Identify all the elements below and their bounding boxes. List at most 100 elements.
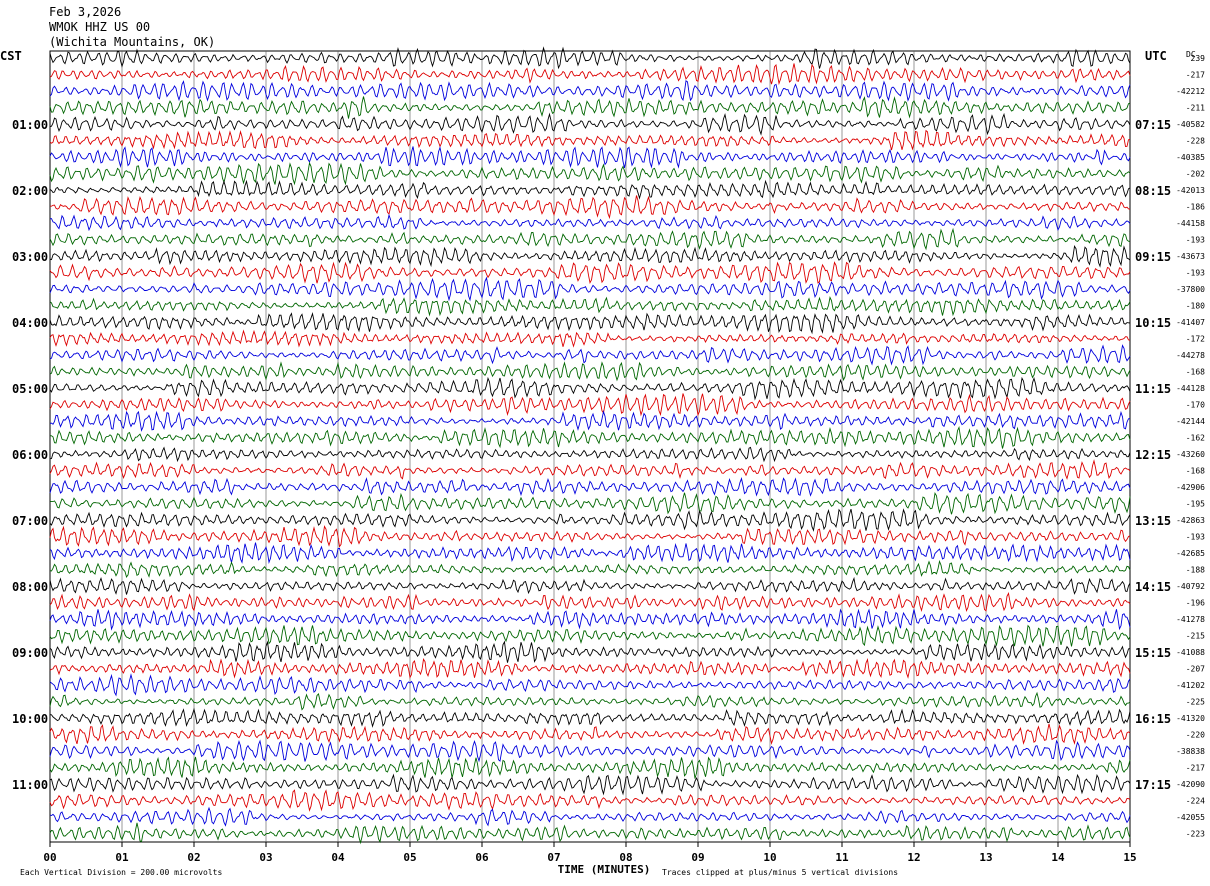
right-time-label: 10:15 — [1135, 316, 1171, 330]
dc-offset-label: -188 — [1186, 566, 1205, 575]
dc-offset-label: -217 — [1186, 764, 1205, 773]
trace-line — [49, 145, 1131, 169]
trace-line — [49, 227, 1131, 251]
dc-offset-label: -224 — [1186, 797, 1205, 806]
dc-offset-label: -172 — [1186, 335, 1205, 344]
dc-offset-label: -207 — [1186, 665, 1205, 674]
left-time-label: 11:00 — [12, 778, 48, 792]
left-time-label: 05:00 — [12, 382, 48, 396]
dc-offset-label: -42013 — [1176, 186, 1205, 195]
right-time-label: 13:15 — [1135, 514, 1171, 528]
trace-line — [49, 296, 1131, 317]
dc-offset-label: -202 — [1186, 170, 1205, 179]
trace-line — [49, 344, 1131, 366]
minute-gridlines — [121, 51, 1059, 842]
trace-line — [49, 691, 1131, 711]
dc-offset-label: -41407 — [1176, 318, 1205, 327]
right-time-label: 17:15 — [1135, 778, 1171, 792]
x-tick-label: 14 — [1051, 851, 1065, 864]
dc-offset-label: -44128 — [1176, 384, 1205, 393]
trace-line — [49, 96, 1131, 119]
header-date: Feb 3,2026 — [49, 5, 121, 19]
left-time-labels: 01:00 02:00 03:00 04:00 05:00 06:00 07:00 08:00… — [12, 118, 48, 792]
dc-offset-label: -170 — [1186, 401, 1205, 410]
right-zone-label: UTC — [1145, 49, 1167, 63]
trace-line — [49, 592, 1131, 613]
trace-line — [49, 673, 1131, 697]
dc-offset-label: -43260 — [1176, 450, 1205, 459]
trace-line — [49, 245, 1131, 268]
left-zone-label: CST — [0, 49, 22, 63]
trace-line — [49, 756, 1131, 779]
dc-offset-label: -168 — [1186, 368, 1205, 377]
dc-offset-label: -42212 — [1176, 87, 1205, 96]
trace-line — [49, 723, 1131, 745]
trace-line — [49, 213, 1131, 232]
dc-offset-label: -42685 — [1176, 549, 1205, 558]
trace-line — [49, 773, 1131, 796]
dc-offset-label: -42144 — [1176, 417, 1205, 426]
trace-line — [49, 329, 1131, 348]
x-tick-label: 06 — [475, 851, 489, 864]
dc-offset-label: -162 — [1186, 434, 1205, 443]
dc-offset-label: -168 — [1186, 467, 1205, 476]
header-location: (Wichita Mountains, OK) — [49, 35, 215, 49]
plot-frame — [49, 50, 1131, 843]
x-tick-label: 04 — [331, 851, 345, 864]
left-time-label: 02:00 — [12, 184, 48, 198]
trace-line — [49, 657, 1131, 679]
dc-offset-label: -193 — [1186, 236, 1205, 245]
left-time-label: 06:00 — [12, 448, 48, 462]
dc-offset-label: -223 — [1186, 830, 1205, 839]
trace-line — [49, 425, 1131, 449]
footer-division: Each Vertical Division = 200.00 microvol… — [20, 868, 222, 877]
x-tick-label: 13 — [979, 851, 992, 864]
dc-offset-label: -228 — [1186, 137, 1205, 146]
dc-header: DC — [1186, 50, 1196, 59]
dc-offset-label: -196 — [1186, 599, 1205, 608]
trace-line — [49, 525, 1131, 548]
trace-line — [49, 508, 1131, 532]
trace-line — [49, 822, 1131, 845]
trace-line — [49, 161, 1131, 186]
x-tick-label: 02 — [187, 851, 200, 864]
dc-offset-label: -41320 — [1176, 714, 1205, 723]
x-tick-label: 05 — [403, 851, 416, 864]
x-tick-label: 11 — [835, 851, 849, 864]
trace-line — [49, 576, 1131, 595]
trace-line — [49, 112, 1131, 136]
right-time-label: 08:15 — [1135, 184, 1171, 198]
trace-line — [49, 492, 1131, 515]
right-time-label: 11:15 — [1135, 382, 1171, 396]
dc-offset-label: -215 — [1186, 632, 1205, 641]
right-time-label: 15:15 — [1135, 646, 1171, 660]
dc-offset-label: -193 — [1186, 269, 1205, 278]
left-time-label: 10:00 — [12, 712, 48, 726]
dc-offset-label: -40385 — [1176, 153, 1205, 162]
right-time-labels: 07:15 08:15 09:15 10:15 11:15 12:15 13:15 14:15… — [1135, 118, 1171, 792]
right-time-label: 07:15 — [1135, 118, 1171, 132]
x-tick-label: 10 — [763, 851, 776, 864]
trace-line — [49, 707, 1131, 728]
left-time-label: 07:00 — [12, 514, 48, 528]
x-tick-label: 03 — [259, 851, 272, 864]
trace-line — [49, 459, 1131, 480]
trace-line — [49, 179, 1131, 200]
trace-line — [49, 477, 1131, 497]
dc-offset-label: -40582 — [1176, 120, 1205, 129]
trace-line — [49, 789, 1131, 812]
trace-line — [49, 376, 1131, 401]
dc-offset-label: -217 — [1186, 71, 1205, 80]
dc-offset-label: -40792 — [1176, 582, 1205, 591]
x-tick-label: 07 — [547, 851, 560, 864]
left-time-label: 09:00 — [12, 646, 48, 660]
x-tick-label: 08 — [619, 851, 632, 864]
header-station: WMOK HHZ US 00 — [49, 20, 150, 34]
footer-clip: Traces clipped at plus/minus 5 vertical … — [662, 868, 898, 877]
left-time-label: 08:00 — [12, 580, 48, 594]
dc-offset-label: -41088 — [1176, 648, 1205, 657]
dc-offset-label: -42090 — [1176, 780, 1205, 789]
dc-offset-label: -41202 — [1176, 681, 1205, 690]
dc-offset-label: -220 — [1186, 731, 1205, 740]
